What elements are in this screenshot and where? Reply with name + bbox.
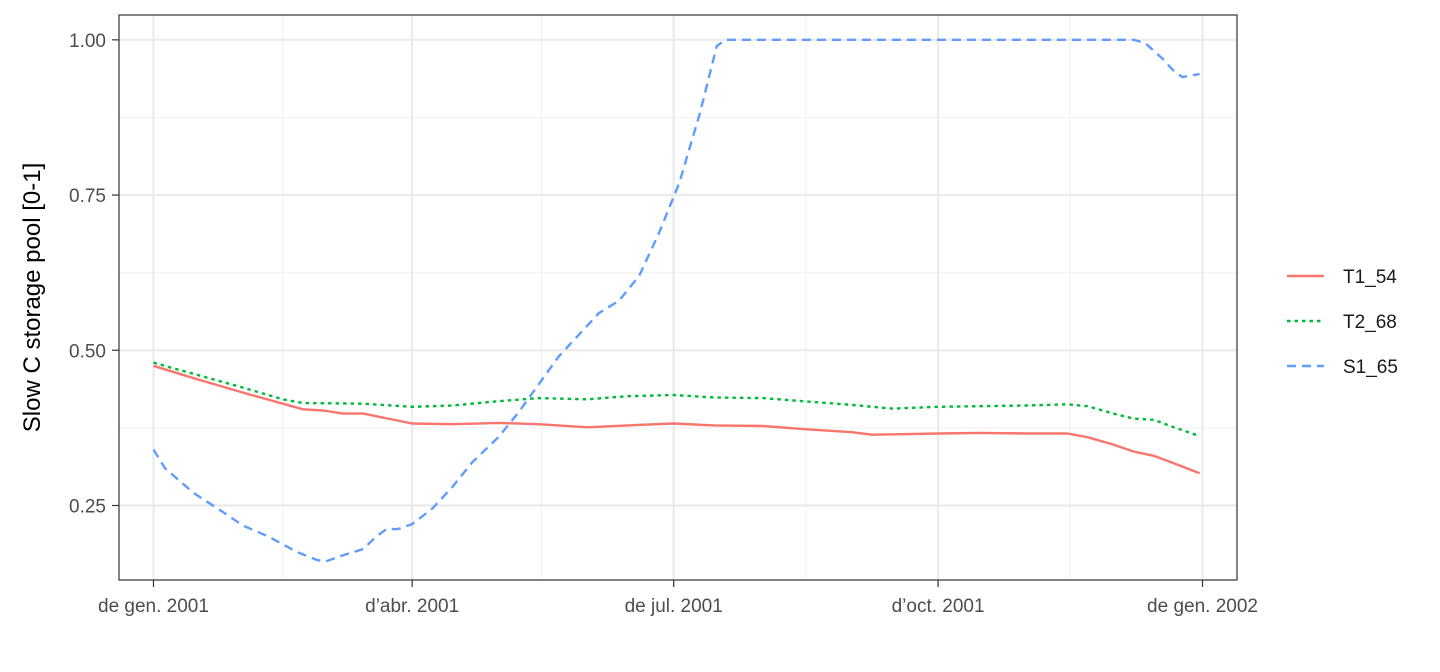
x-tick-label: de gen. 2001	[98, 596, 209, 617]
y-tick-label: 0.25	[69, 496, 106, 517]
major-gridlines	[119, 15, 1237, 580]
legend-label: T2_68	[1343, 312, 1397, 333]
x-tick-label: d’abr. 2001	[365, 596, 459, 617]
series-line-t1-54	[153, 364, 1201, 475]
x-tick-label: de gen. 2002	[1147, 596, 1258, 617]
legend-label: S1_65	[1343, 357, 1398, 378]
x-axis: de gen. 2001 d’abr. 2001 de jul. 2001 d’oct…	[98, 580, 1258, 617]
y-tick-label: 0.50	[69, 341, 106, 362]
x-tick-label: d’oct. 2001	[892, 596, 985, 617]
minor-gridlines	[119, 15, 1237, 580]
series-layer	[152, 38, 1201, 563]
legend: T1_54 T2_68 S1_65	[1287, 267, 1398, 378]
y-tick-label: 1.00	[69, 31, 106, 52]
plot-panel-border	[118, 14, 1238, 581]
x-tick-label: de jul. 2001	[625, 596, 723, 617]
series-line-t2-68	[153, 361, 1200, 438]
y-axis-title: Slow C storage pool [0-1]	[19, 163, 46, 432]
y-axis: 0.25 0.50 0.75 1.00	[69, 31, 119, 517]
legend-label: T1_54	[1343, 267, 1397, 288]
y-tick-label: 0.75	[69, 186, 106, 207]
